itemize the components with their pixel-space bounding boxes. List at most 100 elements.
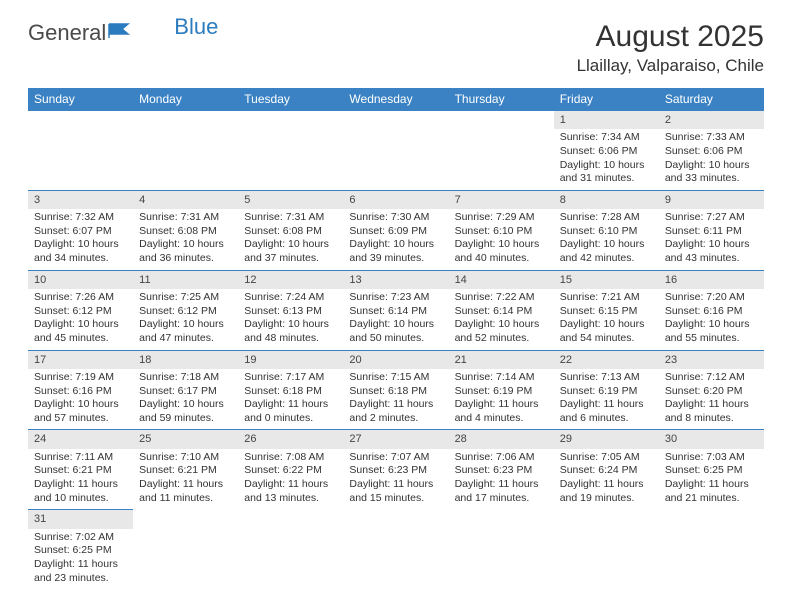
day-content-cell: Sunrise: 7:20 AMSunset: 6:16 PMDaylight:…	[659, 289, 764, 350]
day-number-cell: 8	[554, 190, 659, 209]
day-number-cell: 24	[28, 430, 133, 449]
day-number-cell: 19	[238, 350, 343, 369]
day-number-cell: 28	[449, 430, 554, 449]
day-info-line: Daylight: 11 hours	[665, 478, 758, 492]
day-info-line: Sunset: 6:19 PM	[455, 385, 548, 399]
day-info-line: Sunset: 6:10 PM	[455, 225, 548, 239]
day-content-cell: Sunrise: 7:33 AMSunset: 6:06 PMDaylight:…	[659, 129, 764, 190]
day-content-cell: Sunrise: 7:27 AMSunset: 6:11 PMDaylight:…	[659, 209, 764, 270]
day-info-line: and 21 minutes.	[665, 492, 758, 506]
day-number-cell: 20	[343, 350, 448, 369]
day-info-line: Daylight: 11 hours	[560, 478, 653, 492]
day-info-line: Sunset: 6:21 PM	[139, 464, 232, 478]
day-info-line: Sunrise: 7:12 AM	[665, 371, 758, 385]
day-header: Friday	[554, 88, 659, 111]
day-number-cell	[238, 510, 343, 529]
day-info-line: and 57 minutes.	[34, 412, 127, 426]
day-header-row: SundayMondayTuesdayWednesdayThursdayFrid…	[28, 88, 764, 111]
day-info-line: and 36 minutes.	[139, 252, 232, 266]
day-info-line: and 8 minutes.	[665, 412, 758, 426]
day-info-line: and 39 minutes.	[349, 252, 442, 266]
day-info-line: Sunset: 6:16 PM	[34, 385, 127, 399]
day-number-cell: 6	[343, 190, 448, 209]
day-info-line: Sunset: 6:24 PM	[560, 464, 653, 478]
day-number-cell	[449, 111, 554, 130]
day-info-line: Daylight: 11 hours	[349, 398, 442, 412]
day-info-line: Daylight: 11 hours	[665, 398, 758, 412]
day-info-line: Daylight: 10 hours	[560, 159, 653, 173]
day-info-line: Daylight: 10 hours	[244, 238, 337, 252]
day-info-line: Sunrise: 7:17 AM	[244, 371, 337, 385]
day-content-cell: Sunrise: 7:22 AMSunset: 6:14 PMDaylight:…	[449, 289, 554, 350]
day-info-line: Sunrise: 7:33 AM	[665, 131, 758, 145]
day-info-line: Sunset: 6:16 PM	[665, 305, 758, 319]
day-info-line: Daylight: 11 hours	[349, 478, 442, 492]
day-content-cell	[449, 129, 554, 190]
day-content-cell	[659, 529, 764, 590]
day-content-cell: Sunrise: 7:15 AMSunset: 6:18 PMDaylight:…	[343, 369, 448, 430]
day-content-cell: Sunrise: 7:32 AMSunset: 6:07 PMDaylight:…	[28, 209, 133, 270]
day-info-line: and 23 minutes.	[34, 572, 127, 586]
day-info-line: Sunset: 6:22 PM	[244, 464, 337, 478]
day-number-cell	[133, 510, 238, 529]
day-info-line: and 55 minutes.	[665, 332, 758, 346]
day-info-line: and 40 minutes.	[455, 252, 548, 266]
day-number-cell	[343, 510, 448, 529]
day-info-line: Sunrise: 7:08 AM	[244, 451, 337, 465]
day-content-cell: Sunrise: 7:31 AMSunset: 6:08 PMDaylight:…	[133, 209, 238, 270]
day-info-line: Sunrise: 7:19 AM	[34, 371, 127, 385]
day-info-line: Sunrise: 7:07 AM	[349, 451, 442, 465]
day-number-cell: 4	[133, 190, 238, 209]
day-number-cell	[133, 111, 238, 130]
day-info-line: Daylight: 11 hours	[139, 478, 232, 492]
day-content-cell: Sunrise: 7:18 AMSunset: 6:17 PMDaylight:…	[133, 369, 238, 430]
day-info-line: Sunrise: 7:20 AM	[665, 291, 758, 305]
day-info-line: and 50 minutes.	[349, 332, 442, 346]
day-header: Thursday	[449, 88, 554, 111]
day-info-line: Sunrise: 7:32 AM	[34, 211, 127, 225]
day-info-line: Sunset: 6:23 PM	[455, 464, 548, 478]
day-content-cell: Sunrise: 7:30 AMSunset: 6:09 PMDaylight:…	[343, 209, 448, 270]
day-info-line: Sunset: 6:18 PM	[349, 385, 442, 399]
day-info-line: Sunset: 6:10 PM	[560, 225, 653, 239]
day-info-line: Sunset: 6:08 PM	[244, 225, 337, 239]
day-number-cell: 21	[449, 350, 554, 369]
content-row: Sunrise: 7:26 AMSunset: 6:12 PMDaylight:…	[28, 289, 764, 350]
day-info-line: Sunset: 6:12 PM	[34, 305, 127, 319]
header: General Blue August 2025 Llaillay, Valpa…	[28, 20, 764, 76]
day-info-line: Sunrise: 7:14 AM	[455, 371, 548, 385]
content-row: Sunrise: 7:02 AMSunset: 6:25 PMDaylight:…	[28, 529, 764, 590]
day-info-line: Sunset: 6:23 PM	[349, 464, 442, 478]
logo: General Blue	[28, 20, 218, 46]
day-number-cell: 27	[343, 430, 448, 449]
day-info-line: and 52 minutes.	[455, 332, 548, 346]
day-number-cell: 5	[238, 190, 343, 209]
day-content-cell: Sunrise: 7:23 AMSunset: 6:14 PMDaylight:…	[343, 289, 448, 350]
day-info-line: Sunrise: 7:05 AM	[560, 451, 653, 465]
flag-icon	[108, 20, 132, 46]
day-info-line: and 0 minutes.	[244, 412, 337, 426]
day-content-cell: Sunrise: 7:31 AMSunset: 6:08 PMDaylight:…	[238, 209, 343, 270]
day-info-line: and 15 minutes.	[349, 492, 442, 506]
location: Llaillay, Valparaiso, Chile	[577, 56, 764, 76]
day-info-line: Sunset: 6:14 PM	[349, 305, 442, 319]
day-number-cell: 7	[449, 190, 554, 209]
day-number-cell: 9	[659, 190, 764, 209]
day-number-cell: 30	[659, 430, 764, 449]
day-content-cell: Sunrise: 7:06 AMSunset: 6:23 PMDaylight:…	[449, 449, 554, 510]
day-info-line: Daylight: 10 hours	[665, 159, 758, 173]
day-info-line: Sunrise: 7:27 AM	[665, 211, 758, 225]
day-content-cell	[449, 529, 554, 590]
day-info-line: and 42 minutes.	[560, 252, 653, 266]
title-block: August 2025 Llaillay, Valparaiso, Chile	[577, 20, 764, 76]
day-info-line: Sunset: 6:21 PM	[34, 464, 127, 478]
day-content-cell	[133, 129, 238, 190]
day-info-line: Daylight: 10 hours	[455, 238, 548, 252]
day-number-cell: 3	[28, 190, 133, 209]
day-number-cell	[659, 510, 764, 529]
day-info-line: and 4 minutes.	[455, 412, 548, 426]
day-info-line: Sunrise: 7:31 AM	[244, 211, 337, 225]
day-info-line: and 37 minutes.	[244, 252, 337, 266]
day-info-line: Daylight: 10 hours	[34, 398, 127, 412]
day-info-line: Sunrise: 7:30 AM	[349, 211, 442, 225]
